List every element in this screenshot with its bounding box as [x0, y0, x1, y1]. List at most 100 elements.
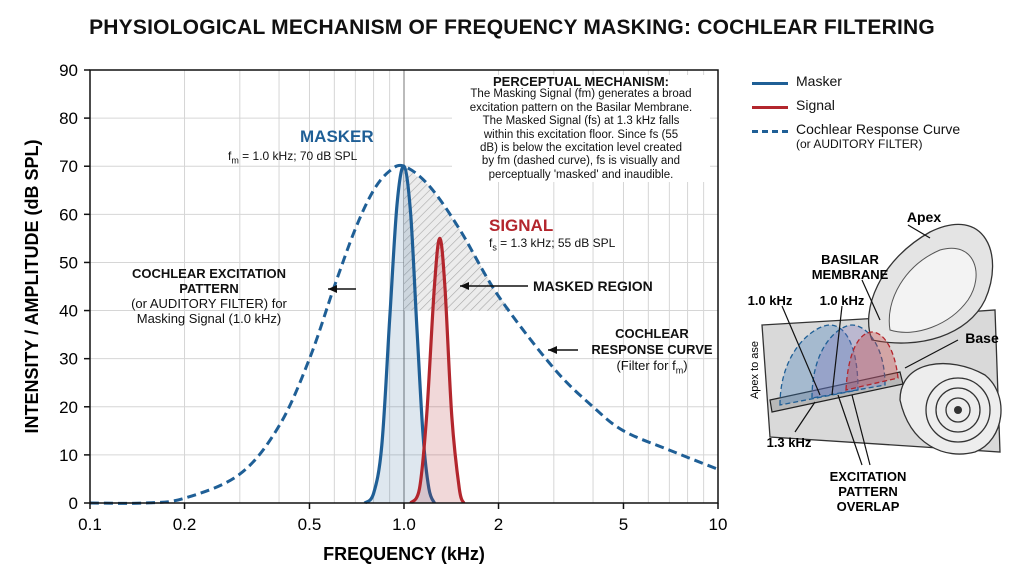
basilar-membrane-strip [769, 371, 904, 413]
label-line-right [831, 305, 843, 396]
ticks-group: 0 10 20 30 40 50 60 70 80 90 0.1 0.2 0.5 1.0 2 5 10 FREQU… [22, 61, 727, 564]
excitation-line-3: (or AUDITORY FILTER) for [131, 296, 287, 311]
legend-response-label: Cochlear Response Curve [796, 121, 961, 137]
overlap-label-3: OVERLAP [837, 499, 900, 514]
label-line-bottom [794, 401, 816, 433]
excitation-line-2: PATTERN [179, 281, 239, 296]
khz-right-label: 1.0 kHz [820, 293, 865, 308]
excitation-1khz-right [811, 324, 886, 399]
y-tick-label: 20 [59, 398, 78, 417]
x-tick-label: 0.5 [298, 515, 322, 534]
spiral-center [954, 406, 962, 414]
response-line-2: RESPONSE CURVE [591, 342, 713, 357]
y-tick-label: 70 [59, 157, 78, 176]
label-line-base [904, 339, 959, 369]
response-line-3-post: ) [683, 358, 688, 373]
x-tick-label: 2 [494, 515, 503, 534]
legend-masker-label: Masker [796, 73, 842, 89]
legend-item-response: Cochlear Response Curve (or AUDITORY FIL… [752, 121, 960, 151]
overlap-arrow-1 [837, 394, 863, 466]
y-tick-label: 60 [59, 205, 78, 224]
legend-signal-label: Signal [796, 97, 835, 113]
series-fill-signal [410, 238, 464, 503]
response-arrow-head [548, 346, 557, 354]
response-line-3: (Filter for fm) [582, 358, 722, 379]
series-line-signal [409, 236, 466, 505]
mechanism-line-2: excitation pattern on the Basilar Membra… [469, 101, 693, 114]
y-tick-label: 10 [59, 446, 78, 465]
khz-left-label: 1.0 kHz [748, 293, 793, 308]
excitation-1khz-left [779, 324, 859, 406]
x-tick-label: 10 [709, 515, 728, 534]
label-line-basilar [861, 279, 881, 321]
signal-detail: fs = 1.3 kHz; 55 dB SPL [489, 236, 615, 252]
basilar-label-2: MEMBRANE [812, 267, 889, 282]
excitation-line-1: COCHLEAR EXCITATION [131, 266, 287, 281]
masker-detail-sub: m [231, 155, 239, 166]
masker-detail: fm = 1.0 kHz; 70 dB SPL [228, 149, 357, 165]
annotations-group [328, 282, 578, 354]
basilar-label-1: BASILAR [821, 252, 879, 267]
masked-region-arrow-head [460, 282, 469, 290]
mechanism-line-3: The Masked Signal (fs) at 1.3 kHz falls [482, 115, 680, 128]
mechanism-title: PERCEPTUAL MECHANISM: [493, 74, 669, 89]
signal-detail-rest: = 1.3 kHz; 55 dB SPL [496, 236, 616, 250]
y-axis-label: INTENSITY / AMPLITUDE (dB SPL) [22, 139, 42, 433]
side-label: Apex to ase [749, 341, 761, 399]
overlap-label-1: EXCITATION [830, 469, 907, 484]
masked-region-label: MASKED REGION [533, 278, 653, 294]
x-tick-label: 0.2 [173, 515, 197, 534]
mechanism-line-4: within this excitation floor. Since fs (… [483, 128, 679, 141]
mechanism-box: PERCEPTUAL MECHANISM: The Masking Signal… [452, 74, 710, 183]
series-fill-masker [364, 166, 435, 503]
y-tick-label: 90 [59, 61, 78, 80]
legend-item-signal: Signal [752, 97, 835, 113]
series-line-masker [363, 164, 436, 505]
y-tick-label: 0 [69, 494, 78, 513]
y-tick-label: 30 [59, 350, 78, 369]
legend-item-masker: Masker [752, 73, 842, 89]
masker-detail-sym: f [228, 149, 232, 163]
x-axis-label: FREQUENCY (kHz) [323, 544, 485, 564]
cochlea-apex-inner [888, 247, 977, 333]
cochlea-spiral [899, 363, 1002, 455]
x-tick-label: 1.0 [392, 515, 416, 534]
mechanism-line-7: perceptually 'masked' and inaudible. [488, 168, 674, 181]
legend-response-swatch [752, 130, 788, 133]
legend-response-sub: (or AUDITORY FILTER) [796, 137, 923, 151]
mechanism-line-5: dB) is below the excitation level create… [480, 142, 682, 155]
masker-title: MASKER [300, 127, 374, 146]
excitation-line-4: Masking Signal (1.0 kHz) [136, 311, 282, 326]
y-tick-label: 40 [59, 302, 78, 321]
label-line-left [781, 305, 821, 396]
response-line-1: COCHLEAR [615, 326, 689, 341]
excitation-1-3khz [845, 331, 899, 391]
mechanism-line-6: by fm (dashed curve), fs is visually and [481, 155, 681, 168]
spiral-ring [935, 387, 981, 433]
base-label: Base [965, 330, 999, 346]
signal-title: SIGNAL [489, 216, 554, 235]
response-line-3-pre: (Filter for f [616, 358, 676, 373]
signal-detail-sub: s [492, 242, 497, 253]
x-tick-label: 5 [619, 515, 628, 534]
y-tick-label: 50 [59, 253, 78, 272]
excitation-annotation: COCHLEAR EXCITATION PATTERN (or AUDITORY… [104, 266, 314, 326]
overlap-label-2: PATTERN [838, 484, 897, 499]
khz-bottom-label: 1.3 kHz [767, 435, 812, 450]
chart-title: PHYSIOLOGICAL MECHANISM OF FREQUENCY MAS… [89, 16, 935, 39]
mechanism-line-1: The Masking Signal (fm) generates a broa… [470, 88, 692, 101]
overlap-arrow-2 [851, 394, 871, 466]
label-line-apex [907, 224, 931, 239]
masker-detail-rest: = 1.0 kHz; 70 dB SPL [238, 149, 358, 163]
spiral-ring [925, 377, 991, 443]
legend-masker-swatch [752, 82, 788, 85]
legend-signal-swatch [752, 106, 788, 109]
response-line-3-sub: m [675, 365, 684, 376]
excitation-arrow-head [328, 285, 337, 293]
x-tick-label: 0.1 [78, 515, 102, 534]
series-group [89, 163, 719, 505]
y-tick-label: 80 [59, 109, 78, 128]
apex-label: Apex [907, 209, 941, 225]
spiral-ring [945, 397, 971, 423]
